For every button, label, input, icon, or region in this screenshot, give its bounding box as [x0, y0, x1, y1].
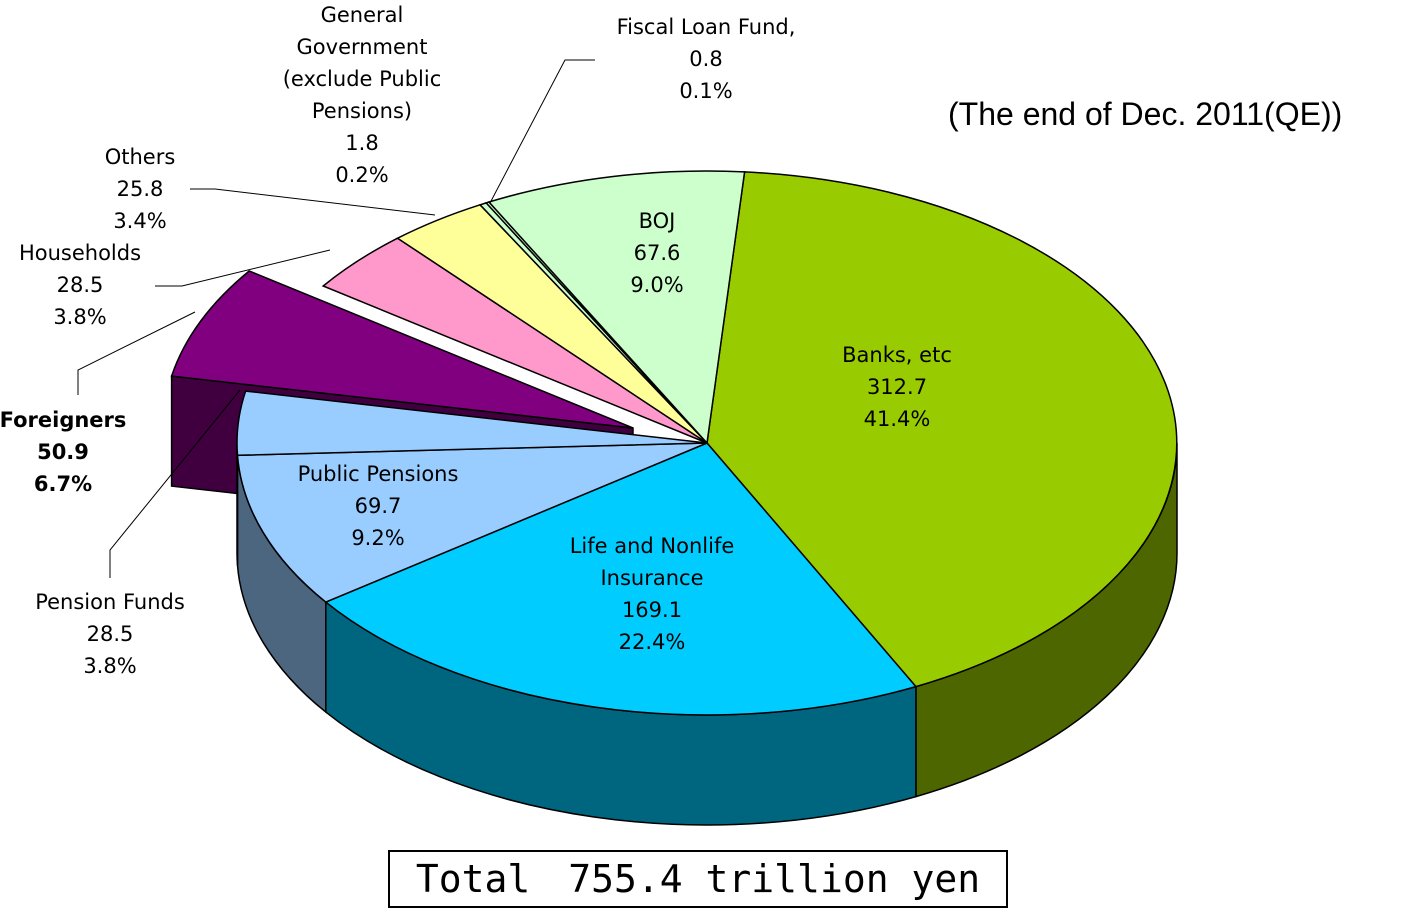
slice — [170, 270, 634, 429]
leader-line — [155, 249, 331, 287]
slice-label: Banks, etc 312.7 41.4% — [797, 339, 997, 435]
percent-label: 9.2% — [351, 526, 405, 550]
slice — [236, 442, 708, 603]
leader-line — [190, 188, 436, 216]
percent-label: 9.0% — [630, 273, 684, 297]
category-label: Public Pensions — [297, 462, 459, 486]
value-label: 312.7 — [866, 375, 928, 399]
chart-title: (The end of Dec. 2011(QE)) — [948, 96, 1343, 132]
category-label: Foreigners — [0, 408, 127, 432]
leader-line — [109, 389, 241, 578]
value-label: 69.7 — [354, 494, 402, 518]
leader-line — [77, 311, 196, 395]
slice-label: Households 28.5 3.8% — [0, 237, 165, 333]
slice-label: Foreigners 50.9 6.7% — [0, 404, 133, 500]
percent-label: 0.2% — [335, 163, 389, 187]
category-label: BOJ — [638, 209, 676, 233]
value-label: 67.6 — [633, 241, 681, 265]
percent-label: 0.1% — [679, 79, 733, 103]
value-label: 28.5 — [56, 273, 104, 297]
slice — [236, 390, 708, 457]
value-label: 169.1 — [621, 598, 683, 622]
category-label: Fiscal Loan Fund, — [616, 15, 796, 39]
value-label: 28.5 — [86, 622, 134, 646]
leader-line — [489, 59, 595, 204]
percent-label: 3.4% — [113, 209, 167, 233]
percent-label: 41.4% — [863, 407, 931, 431]
percent-label: 3.8% — [83, 654, 137, 678]
slice-label: BOJ 67.6 9.0% — [597, 205, 717, 301]
category-label: Others — [104, 145, 176, 169]
slice-label: Pension Funds 28.5 3.8% — [0, 586, 220, 682]
value-label: 0.8 — [689, 47, 723, 71]
percent-label: 22.4% — [618, 630, 686, 654]
value-label: 1.8 — [345, 131, 379, 155]
category-label: Banks, etc — [842, 343, 952, 367]
percent-label: 3.8% — [53, 305, 107, 329]
category-label: General Government (exclude Public Pensi… — [282, 3, 442, 123]
slice-label: Life and Nonlife Insurance 169.1 22.4% — [542, 530, 762, 658]
slice-label: Others 25.8 3.4% — [80, 141, 200, 237]
value-label: 50.9 — [37, 440, 89, 464]
slice-label: Fiscal Loan Fund, 0.8 0.1% — [576, 11, 836, 107]
slice — [324, 442, 918, 716]
slice-label: Public Pensions 69.7 9.2% — [258, 458, 498, 554]
category-label: Pension Funds — [35, 590, 185, 614]
category-label: Households — [18, 241, 142, 265]
percent-label: 6.7% — [33, 472, 93, 496]
slice — [487, 170, 746, 445]
category-label: Life and Nonlife Insurance — [569, 534, 735, 590]
value-label: 25.8 — [116, 177, 164, 201]
slice-label: General Government (exclude Public Pensi… — [262, 0, 462, 191]
total-box: Total 755.4 trillion yen — [388, 850, 1008, 908]
slice — [706, 171, 1178, 688]
